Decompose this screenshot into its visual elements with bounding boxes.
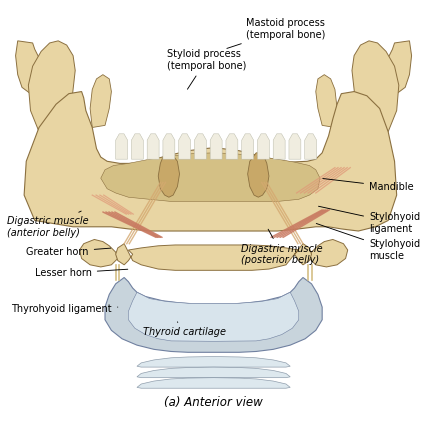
Polygon shape (137, 367, 290, 378)
Polygon shape (147, 134, 159, 159)
Polygon shape (382, 41, 412, 96)
Polygon shape (29, 41, 75, 134)
Text: Digastric muscle
(posterior belly): Digastric muscle (posterior belly) (241, 229, 323, 265)
Text: (a) Anterior view: (a) Anterior view (164, 396, 263, 409)
Polygon shape (310, 240, 348, 267)
Polygon shape (129, 292, 299, 341)
Polygon shape (24, 92, 397, 231)
Polygon shape (179, 134, 191, 159)
Text: Styloid process
(temporal bone): Styloid process (temporal bone) (167, 49, 246, 89)
Text: Stylohyoid
ligament: Stylohyoid ligament (319, 206, 420, 234)
Text: Greater horn: Greater horn (26, 247, 111, 257)
Polygon shape (158, 153, 180, 197)
Polygon shape (248, 153, 269, 197)
Polygon shape (16, 41, 45, 96)
Polygon shape (80, 240, 118, 267)
Polygon shape (116, 244, 311, 271)
Polygon shape (90, 75, 111, 128)
Polygon shape (137, 378, 290, 388)
Text: Mandible: Mandible (323, 179, 414, 192)
Polygon shape (137, 357, 290, 367)
Polygon shape (352, 41, 399, 134)
Polygon shape (105, 277, 322, 352)
Polygon shape (116, 134, 128, 159)
Polygon shape (194, 134, 207, 159)
Text: Mastoid process
(temporal bone): Mastoid process (temporal bone) (227, 19, 325, 48)
Polygon shape (210, 134, 222, 159)
Polygon shape (258, 134, 269, 159)
Polygon shape (101, 153, 320, 201)
Polygon shape (226, 134, 238, 159)
Text: Thyrohyoid ligament: Thyrohyoid ligament (11, 304, 118, 314)
Polygon shape (273, 134, 285, 159)
Polygon shape (316, 75, 337, 128)
Text: Thyroid cartilage: Thyroid cartilage (143, 322, 226, 338)
Polygon shape (305, 134, 317, 159)
Text: Digastric muscle
(anterior belly): Digastric muscle (anterior belly) (7, 211, 89, 238)
Text: Lesser horn: Lesser horn (35, 268, 128, 278)
Polygon shape (163, 134, 175, 159)
Text: Stylohyoid
muscle: Stylohyoid muscle (316, 223, 420, 261)
Polygon shape (131, 134, 143, 159)
Polygon shape (242, 134, 254, 159)
Polygon shape (289, 134, 301, 159)
